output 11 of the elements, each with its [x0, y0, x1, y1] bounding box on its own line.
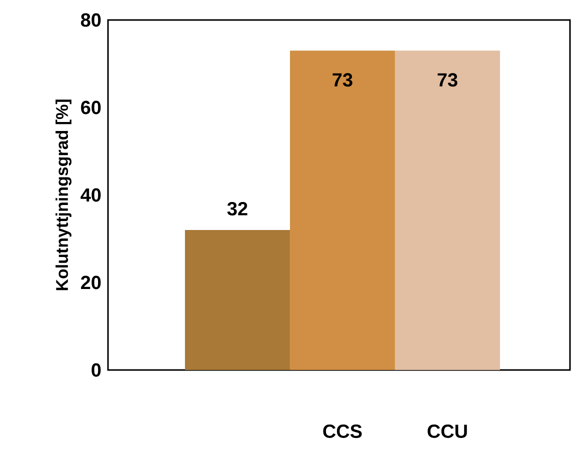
y-tick-label: 0: [92, 363, 101, 377]
y-tick-label: 60: [81, 100, 101, 114]
y-tick-label: 80: [80, 13, 101, 27]
data-label: 32: [227, 202, 248, 216]
y-tick-label: 40: [80, 188, 101, 202]
data-label: 73: [332, 73, 352, 87]
x-tick-label: CCS: [323, 424, 362, 438]
y-axis-title: Kolutnyttjningsgrad [%]: [56, 100, 72, 290]
y-tick-label: 20: [80, 276, 101, 290]
x-tick-label: CCU: [428, 424, 467, 438]
data-label: 73: [438, 73, 458, 87]
